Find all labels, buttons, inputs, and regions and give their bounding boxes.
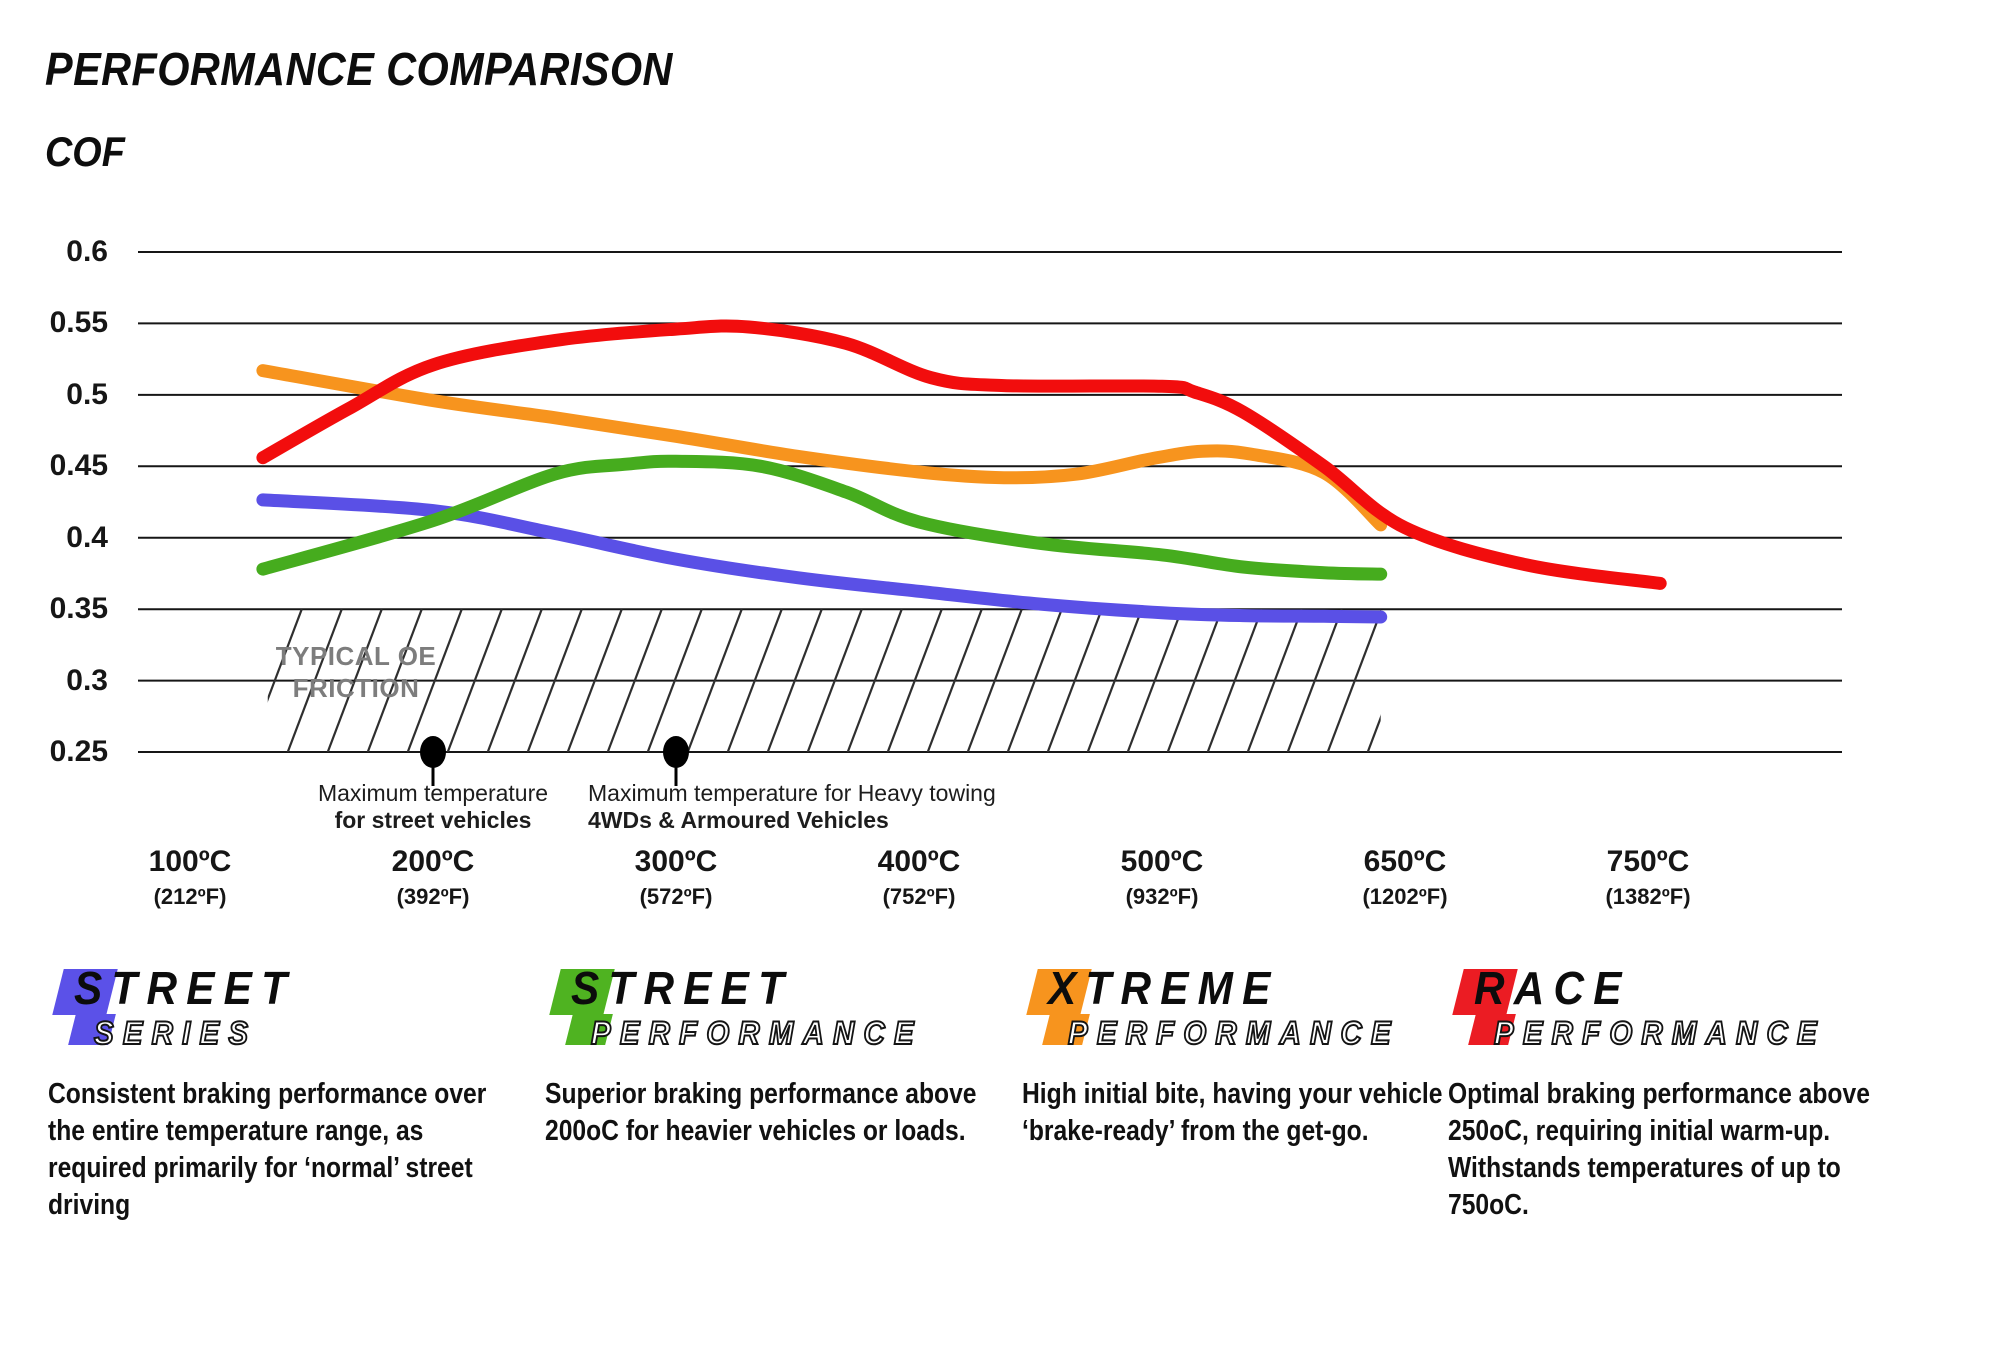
x-tick-fahrenheit: (392ºF) [396, 884, 470, 909]
x-tick-celsius: 100ºC [148, 845, 232, 878]
x-tick-celsius: 750ºC [1606, 845, 1690, 878]
legend-description: Optimal braking performance above 250oC,… [1448, 1078, 1870, 1221]
y-tick-label: 0.5 [66, 377, 108, 411]
legend-description: High initial bite, having your vehicle ‘… [1022, 1078, 1443, 1147]
annotation-line1: Maximum temperature [317, 780, 549, 806]
street-series-logo: STREET SERIES [48, 962, 518, 1063]
max-temp-marker-1 [420, 736, 446, 768]
curve-race-performance [256, 319, 1667, 590]
x-tick-label: 750ºC (1382ºF) [1538, 845, 1758, 910]
x-tick-fahrenheit: (932ºF) [1125, 884, 1199, 909]
legend-word2: PERFORMANCE [1067, 1014, 1400, 1052]
annotation-max-temp-towing: Maximum temperature for Heavy towing 4WD… [588, 780, 1108, 834]
legend-word2: PERFORMANCE [1493, 1014, 1826, 1052]
legend-word2: PERFORMANCE [590, 1014, 923, 1052]
legend-word1: RACE [1474, 962, 1631, 1014]
legend-race-performance: RACE PERFORMANCE Optimal braking perform… [1448, 962, 1918, 1221]
x-tick-celsius: 300ºC [634, 845, 718, 878]
max-temp-marker-2 [663, 736, 689, 768]
x-tick-label: 300ºC (572ºF) [566, 845, 786, 910]
annotation-line2: for street vehicles [334, 807, 532, 833]
legend-description: Superior braking performance above 200oC… [545, 1078, 977, 1147]
y-tick-label: 0.6 [66, 235, 108, 268]
typical-oe-friction-label: TYPICAL OE FRICTION [266, 640, 446, 704]
x-tick-fahrenheit: (572ºF) [639, 884, 713, 909]
x-tick-fahrenheit: (752ºF) [882, 884, 956, 909]
curve-xtreme-performance [256, 364, 1388, 532]
x-tick-celsius: 400ºC [877, 845, 961, 878]
legend-street-series: STREET SERIES Consistent braking perform… [48, 962, 518, 1221]
legend-street-performance: STREET PERFORMANCE Superior braking perf… [545, 962, 1015, 1147]
x-tick-fahrenheit: (1382ºF) [1605, 884, 1691, 909]
y-axis-title: COF [45, 128, 125, 175]
legend-xtreme-performance: XTREME PERFORMANCE High initial bite, ha… [1022, 962, 1492, 1147]
x-tick-label: 200ºC (392ºF) [323, 845, 543, 910]
y-tick-label: 0.25 [49, 735, 108, 768]
legend-description: Consistent braking performance over the … [48, 1078, 487, 1221]
annotation-line2: 4WDs & Armoured Vehicles [588, 807, 889, 833]
x-tick-celsius: 500ºC [1120, 845, 1204, 878]
x-tick-label: 400ºC (752ºF) [809, 845, 1029, 910]
annotation-max-temp-street: Maximum temperature for street vehicles [253, 780, 613, 834]
xtreme-performance-logo: XTREME PERFORMANCE [1022, 962, 1492, 1063]
y-tick-label: 0.35 [49, 592, 108, 626]
x-tick-label: 100ºC (212ºF) [80, 845, 300, 910]
y-tick-label: 0.4 [66, 520, 108, 554]
curve-street-performance [256, 454, 1388, 581]
page-title: PERFORMANCE COMPARISON [45, 43, 673, 95]
x-tick-fahrenheit: (212ºF) [153, 884, 227, 909]
typical-oe-friction-band [267, 609, 1381, 753]
legend-word1: STREET [74, 962, 297, 1014]
street-performance-logo: STREET PERFORMANCE [545, 962, 1015, 1063]
race-performance-logo: RACE PERFORMANCE [1448, 962, 1918, 1063]
typical-oe-friction-line1: TYPICAL OE [275, 641, 437, 671]
curve-street-series [256, 493, 1388, 624]
y-tick-label: 0.55 [49, 306, 108, 340]
typical-oe-friction-line2: FRICTION [292, 673, 420, 703]
x-tick-label: 500ºC (932ºF) [1052, 845, 1272, 910]
x-tick-celsius: 200ºC [391, 845, 475, 878]
annotation-line1: Maximum temperature for Heavy towing [588, 780, 996, 806]
x-tick-celsius: 650ºC [1363, 845, 1447, 878]
x-tick-label: 650ºC (1202ºF) [1295, 845, 1515, 910]
x-tick-fahrenheit: (1202ºF) [1362, 884, 1448, 909]
legend-word2: SERIES [93, 1014, 258, 1052]
y-tick-label: 0.45 [49, 449, 108, 483]
legend-word1: STREET [571, 962, 794, 1014]
y-tick-label: 0.3 [66, 663, 108, 697]
legend-word1: XTREME [1048, 962, 1280, 1014]
